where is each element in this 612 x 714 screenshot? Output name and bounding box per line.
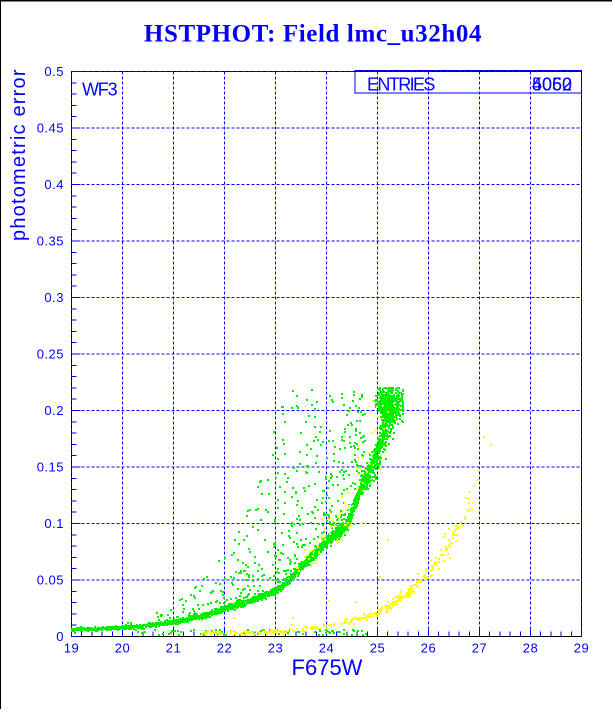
- svg-text:4060: 4060: [532, 75, 572, 95]
- svg-text:ENTRIES: ENTRIES: [367, 75, 435, 95]
- svg-text:0.4: 0.4: [44, 177, 64, 192]
- svg-text:0.35: 0.35: [37, 234, 64, 249]
- svg-text:24: 24: [319, 641, 334, 656]
- svg-text:0.45: 0.45: [37, 121, 64, 136]
- svg-text:0.1: 0.1: [44, 516, 64, 531]
- svg-text:27: 27: [472, 641, 487, 656]
- svg-text:photometric error: photometric error: [8, 68, 30, 241]
- svg-text:5052: 5052: [532, 75, 572, 95]
- svg-text:0: 0: [56, 629, 64, 644]
- svg-text:F675W: F675W: [292, 655, 363, 680]
- svg-text:23: 23: [268, 641, 283, 656]
- svg-text:0.5: 0.5: [44, 64, 64, 79]
- svg-text:19: 19: [64, 641, 79, 656]
- svg-text:26: 26: [421, 641, 436, 656]
- svg-text:HSTPHOT: Field lmc_u32h04: HSTPHOT: Field lmc_u32h04: [144, 21, 482, 48]
- svg-text:21: 21: [166, 641, 181, 656]
- svg-text:0.15: 0.15: [37, 460, 64, 475]
- svg-text:28: 28: [523, 641, 538, 656]
- svg-text:29: 29: [574, 641, 589, 656]
- svg-text:0.25: 0.25: [37, 347, 64, 362]
- svg-text:0.05: 0.05: [37, 573, 64, 588]
- svg-text:22: 22: [217, 641, 232, 656]
- svg-text:0.2: 0.2: [44, 403, 64, 418]
- svg-text:WF3: WF3: [82, 80, 118, 100]
- svg-text:20: 20: [115, 641, 130, 656]
- svg-text:25: 25: [370, 641, 385, 656]
- svg-text:0.3: 0.3: [44, 290, 64, 305]
